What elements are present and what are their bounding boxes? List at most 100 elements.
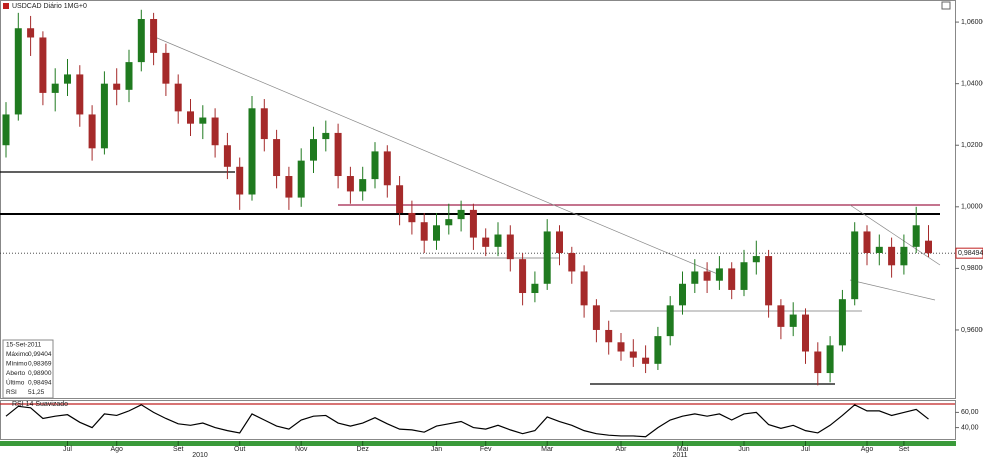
rsi-title: RSI 14 Suavizado	[12, 401, 68, 408]
candle-body	[679, 283, 686, 306]
candle-body	[826, 345, 834, 374]
y-tick-label: 1,04000	[961, 81, 983, 88]
x-tick-label: Dez	[356, 446, 369, 453]
candle-body	[592, 305, 600, 330]
trend-line	[149, 34, 721, 276]
info-label: Mínimo	[6, 361, 28, 368]
candle-body	[174, 83, 182, 112]
candle-body	[236, 166, 244, 195]
candle-body	[642, 357, 650, 364]
candle-body	[408, 212, 416, 223]
info-frame	[2, 339, 54, 399]
candle-body	[814, 351, 822, 374]
candle-body	[137, 19, 145, 63]
candle-body	[629, 351, 637, 358]
candle-body	[248, 108, 256, 195]
window-button[interactable]	[941, 1, 951, 10]
y-tick-label: 1,02000	[961, 142, 983, 149]
candle-body	[900, 246, 908, 266]
candle-body	[556, 231, 563, 253]
year-label: 2010	[192, 452, 208, 458]
candle-body	[433, 225, 440, 241]
candle-body	[691, 271, 699, 284]
candle-body	[666, 305, 674, 337]
candle-body	[260, 108, 268, 140]
candle-body	[285, 176, 293, 198]
candle-body	[543, 231, 551, 284]
candle-body	[654, 336, 662, 364]
x-tick-label: Set	[899, 446, 910, 453]
candle-body	[605, 329, 613, 343]
candle-body	[494, 234, 502, 247]
candle-body	[150, 19, 158, 53]
trend-line	[849, 204, 941, 266]
info-label: Último	[6, 378, 25, 387]
candle-body	[912, 225, 920, 247]
candle-body	[396, 185, 404, 213]
candle-body	[888, 246, 896, 266]
candle-body	[383, 151, 391, 186]
rsi-line	[5, 404, 929, 438]
symbol-icon	[3, 3, 9, 9]
rsi-y-tick-label: 40,00	[961, 424, 979, 431]
candle-body	[223, 145, 231, 167]
x-tick-label: Abr	[616, 446, 628, 453]
candle-body	[715, 268, 723, 281]
x-tick-label: Jan	[431, 446, 442, 453]
x-tick-label: Fev	[480, 446, 492, 453]
last-price-box	[955, 247, 983, 259]
chart-title: USDCAD Diário 1MG+0	[12, 3, 87, 10]
x-tick-label: Jul	[63, 446, 72, 453]
info-label: Máximo	[6, 351, 29, 358]
candle-body	[162, 52, 170, 84]
candle-body	[125, 62, 133, 90]
candle-body	[617, 342, 625, 352]
candle-body	[420, 222, 428, 241]
candle-body	[14, 28, 22, 115]
x-tick-label: Out	[234, 446, 245, 453]
candle-body	[88, 114, 96, 149]
candle-body	[531, 283, 539, 294]
candle-body	[64, 74, 71, 84]
info-value: 0,99404	[28, 351, 52, 358]
info-value: 0,98494	[28, 380, 52, 387]
candle-body	[875, 246, 883, 253]
candle-body	[199, 117, 207, 124]
candle-body	[334, 132, 342, 177]
candle-body	[482, 237, 490, 247]
candle-body	[568, 252, 576, 272]
candle-body	[51, 83, 59, 93]
candle-body	[211, 117, 219, 146]
x-tick-label: Jun	[738, 446, 749, 453]
trend-line	[849, 279, 936, 301]
price-frame	[0, 0, 956, 399]
candle-body	[728, 268, 736, 290]
candle-body	[506, 234, 514, 260]
candle-body	[297, 160, 305, 198]
candle-body	[359, 179, 367, 192]
candle-body	[469, 209, 477, 238]
candle-body	[273, 139, 281, 177]
x-tick-label: Jul	[801, 446, 810, 453]
candle-body	[752, 256, 760, 263]
candle-body	[39, 37, 47, 93]
x-tick-label: Mai	[677, 446, 689, 453]
candle-body	[27, 28, 35, 38]
info-label: Aberto	[6, 370, 26, 377]
info-value: 51,25	[28, 389, 45, 396]
candle-body	[457, 209, 465, 220]
rsi-y-tick-label: 60,00	[961, 409, 979, 416]
candle-body	[838, 299, 846, 346]
time-bar	[0, 441, 956, 446]
candle-body	[113, 83, 121, 90]
candle-body	[789, 314, 797, 327]
info-value: 0,98369	[28, 361, 52, 368]
candle-body	[2, 114, 10, 146]
candle-body	[187, 111, 194, 124]
candle-body	[322, 132, 330, 140]
candle-body	[445, 219, 453, 226]
